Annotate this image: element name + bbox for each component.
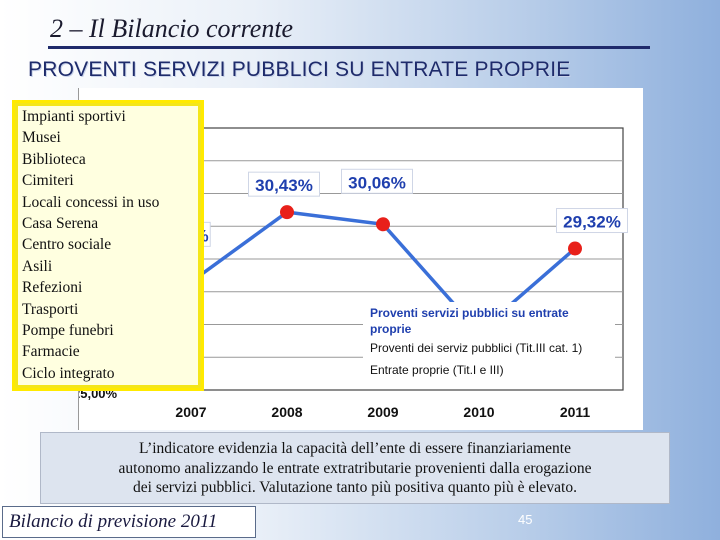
data-label: 30,06%: [341, 168, 413, 194]
data-point: [376, 217, 390, 232]
legend-title: proprie: [370, 322, 412, 336]
services-list: Impianti sportivi Musei Biblioteca Cimiteri…: [12, 100, 204, 391]
slide-title: 2 – Il Bilancio corrente: [50, 14, 294, 43]
service-item: Asili: [22, 257, 53, 275]
svg-text:29,32%: 29,32%: [563, 213, 621, 232]
x-tick-label: 2010: [463, 404, 494, 420]
x-tick-label: 2008: [271, 404, 302, 420]
legend-title: Proventi servizi pubblici su entrate: [370, 306, 569, 320]
legend-box: [363, 302, 615, 382]
data-point: [568, 241, 582, 256]
footer-label: Bilancio di previsione 2011: [2, 506, 256, 538]
chart-heading: PROVENTI SERVIZI PUBBLICI SU ENTRATE PRO…: [28, 58, 571, 81]
service-item: Musei: [22, 129, 61, 147]
note-line-2: autonomo analizzando le entrate extratri…: [118, 459, 592, 477]
service-item: Locali concessi in uso: [22, 193, 160, 211]
explanation-note: L’indicatore evidenzia la capacità dell’…: [40, 432, 670, 504]
page-number: 45: [518, 512, 533, 527]
legend: Proventi servizi pubblici su entrate prop…: [363, 302, 615, 382]
service-item: Impianti sportivi: [22, 108, 126, 125]
svg-text:30,06%: 30,06%: [348, 173, 406, 192]
x-tick-label: 2007: [175, 404, 206, 420]
data-point: [280, 205, 294, 220]
note-line-3: dei servizi pubblici. Valutazione tanto …: [133, 479, 577, 496]
x-tick-label: 2009: [367, 404, 398, 420]
legend-line: Proventi dei serviz pubblici (Tit.III ca…: [370, 341, 582, 355]
data-label: 29,32%: [556, 208, 628, 234]
svg-text:30,43%: 30,43%: [255, 176, 313, 195]
title-underline: [48, 46, 650, 49]
y-tick-label: 25,00%: [79, 386, 118, 401]
service-item: Centro sociale: [22, 236, 112, 254]
service-item: Farmacie: [22, 343, 80, 361]
line-chart: 25,00%20072008200920102011%30,43%30,06%2…: [79, 127, 628, 420]
service-item: Casa Serena: [22, 215, 99, 233]
service-item: Pompe funebri: [22, 322, 114, 340]
service-item: Trasporti: [22, 300, 79, 318]
service-item: Cimiteri: [22, 172, 74, 190]
data-label: 30,43%: [248, 171, 320, 197]
x-tick-label: 2011: [560, 404, 591, 420]
service-item: Biblioteca: [22, 150, 86, 168]
note-line-1: L’indicatore evidenzia la capacità dell’…: [139, 440, 571, 457]
service-item: Refezioni: [22, 279, 83, 297]
service-item: Ciclo integrato: [22, 364, 115, 382]
legend-line: Entrate proprie (Tit.I e III): [370, 363, 504, 377]
